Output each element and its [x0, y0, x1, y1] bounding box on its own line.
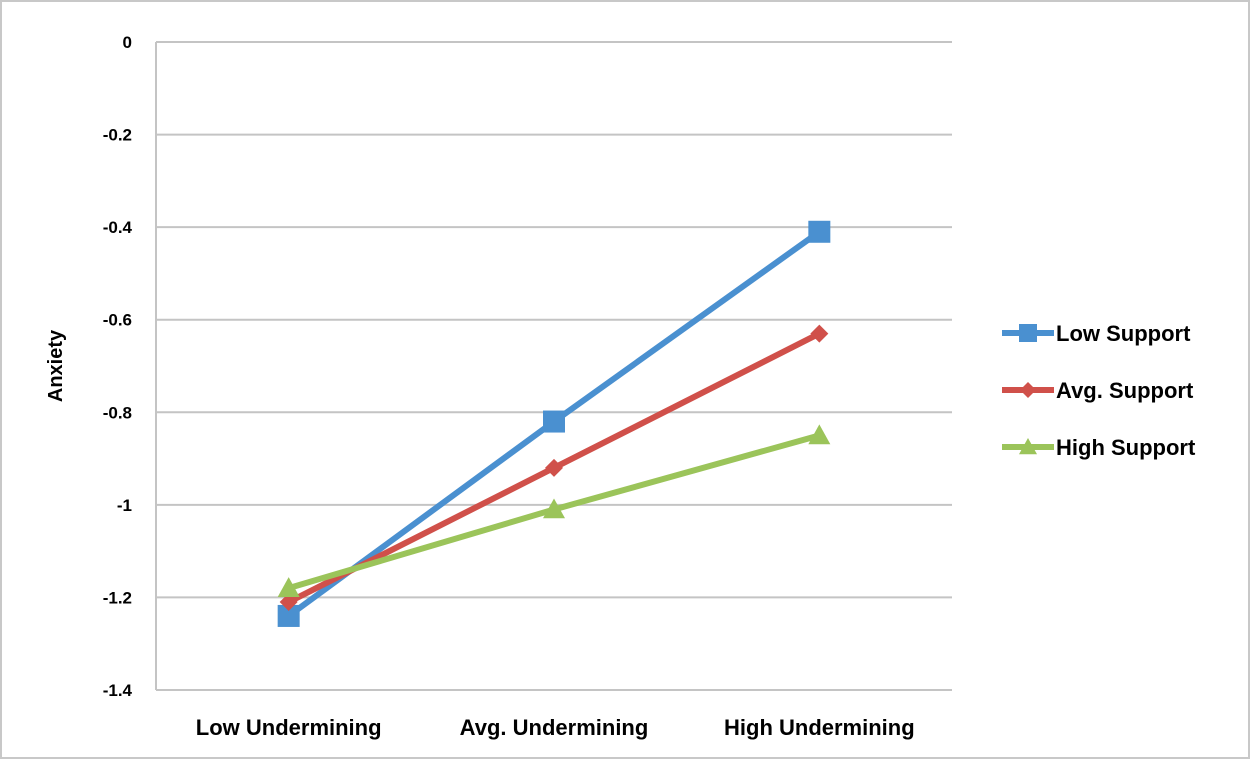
series-group	[277, 220, 831, 627]
y-axis-ticks: 0 -0.2 -0.4 -0.6 -0.8 -1 -1.2 -1.4	[103, 33, 133, 700]
legend-label: Avg. Support	[1056, 378, 1194, 403]
y-tick-label: -1.4	[103, 681, 133, 700]
series-low-support	[277, 220, 831, 627]
y-tick-label: -0.2	[103, 126, 132, 145]
legend: Low Support Avg. Support High Support	[1002, 321, 1196, 460]
y-tick-label: -1	[117, 496, 132, 515]
data-point	[808, 424, 831, 445]
legend-label: Low Support	[1056, 321, 1191, 346]
data-point	[543, 498, 565, 519]
data-point	[279, 593, 298, 612]
data-point	[810, 324, 829, 343]
x-tick-label: High Undermining	[724, 715, 915, 740]
data-point	[545, 458, 563, 477]
data-point	[808, 220, 831, 243]
x-tick-label: Low Undermining	[196, 715, 382, 740]
legend-marker	[1019, 438, 1037, 455]
legend-item: High Support	[1002, 435, 1196, 460]
legend-item: Avg. Support	[1002, 378, 1194, 403]
y-axis-label: Anxiety	[45, 329, 67, 402]
legend-item: Low Support	[1002, 321, 1191, 346]
x-axis: Low Undermining Avg. Undermining High Unde…	[155, 42, 952, 740]
legend-marker	[1020, 382, 1036, 398]
data-point	[543, 410, 565, 433]
legend-label: High Support	[1056, 435, 1196, 460]
legend-marker	[1019, 324, 1037, 342]
y-tick-label: -1.2	[103, 588, 132, 607]
series-high-support	[277, 424, 831, 597]
gridlines	[156, 41, 952, 691]
y-tick-label: -0.8	[103, 403, 132, 422]
data-point	[277, 604, 300, 627]
series-avg-support	[279, 324, 829, 612]
y-tick-label: 0	[123, 33, 132, 52]
y-tick-label: -0.4	[103, 218, 133, 237]
data-point	[277, 577, 300, 597]
x-tick-label: Avg. Undermining	[460, 715, 649, 740]
y-tick-label: -0.6	[103, 311, 132, 330]
